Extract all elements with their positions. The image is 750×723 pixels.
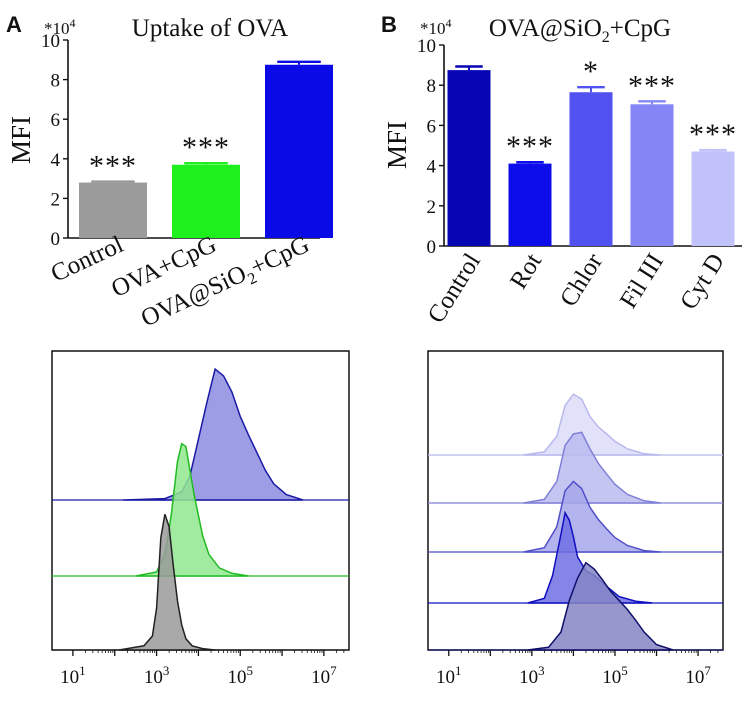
chart-title: OVA@SiO2+CpG: [489, 15, 671, 46]
y-scale-note: *104: [44, 16, 76, 38]
histogram-curve: [118, 513, 216, 651]
histogram-curve: [527, 510, 653, 604]
bar: [265, 64, 333, 238]
significance-label: ***: [182, 131, 230, 164]
significance-label: ***: [628, 69, 676, 102]
y-axis-label: MFI: [6, 116, 36, 164]
chart-title: Uptake of OVA: [132, 15, 288, 42]
bar: [630, 104, 674, 246]
y-axis-label: MFI: [382, 121, 412, 169]
y-tick-label: 8: [427, 76, 437, 97]
y-tick-label: 2: [51, 189, 61, 210]
bar: [508, 163, 552, 246]
category-label: Chlor: [555, 248, 608, 311]
category-label: Control: [423, 249, 486, 328]
bar: [79, 182, 147, 238]
x-tick-label: 101: [436, 663, 462, 688]
significance-label: ***: [689, 118, 737, 151]
bar-chart-b: 0 2 4 6 8 10*104 MFI OVA@SiO2+CpG Control *** Rot *…: [382, 15, 742, 328]
panel-b-letter: B: [381, 12, 397, 37]
histogram-curve: [523, 393, 661, 456]
y-tick-label: 2: [427, 197, 437, 218]
y-tick-label: 8: [51, 71, 61, 92]
x-tick-label: 103: [519, 663, 545, 688]
significance-label: ***: [89, 150, 137, 183]
x-tick-label: 101: [60, 663, 86, 688]
y-tick-label: 10: [417, 36, 436, 57]
bar: [172, 164, 240, 238]
panel-a-letter: A: [6, 12, 22, 37]
y-tick-label: 6: [427, 116, 437, 137]
significance-label: ***: [506, 130, 554, 163]
x-tick-label: 103: [144, 663, 170, 688]
category-label: Rot: [505, 249, 547, 294]
y-tick-label: 0: [51, 229, 61, 250]
bar: [447, 70, 491, 246]
x-tick-label: 107: [685, 663, 711, 688]
histogram-curve: [123, 367, 304, 501]
y-scale-note: *104: [420, 16, 452, 38]
x-tick-label: 107: [311, 663, 337, 688]
histogram-curve: [527, 561, 674, 651]
y-tick-label: 4: [427, 157, 437, 178]
x-tick-label: 105: [602, 663, 628, 688]
histogram-curve: [523, 480, 661, 553]
y-tick-label: 4: [51, 150, 61, 171]
y-tick-label: 6: [51, 110, 61, 131]
bar: [569, 92, 613, 246]
significance-label: *: [583, 55, 599, 88]
x-tick-label: 105: [227, 663, 253, 688]
category-label: Cyt D: [675, 249, 730, 315]
y-tick-label: 10: [41, 31, 60, 52]
histogram-curve: [523, 431, 661, 504]
y-tick-label: 0: [427, 237, 437, 258]
category-label: Fil III: [615, 249, 669, 313]
histogram-b: 101 103 105 107: [427, 350, 724, 688]
histogram-a: 101 103 105 107: [51, 350, 350, 688]
category-label: OVA@SiO2+CpG: [137, 231, 315, 336]
bar: [691, 151, 735, 246]
